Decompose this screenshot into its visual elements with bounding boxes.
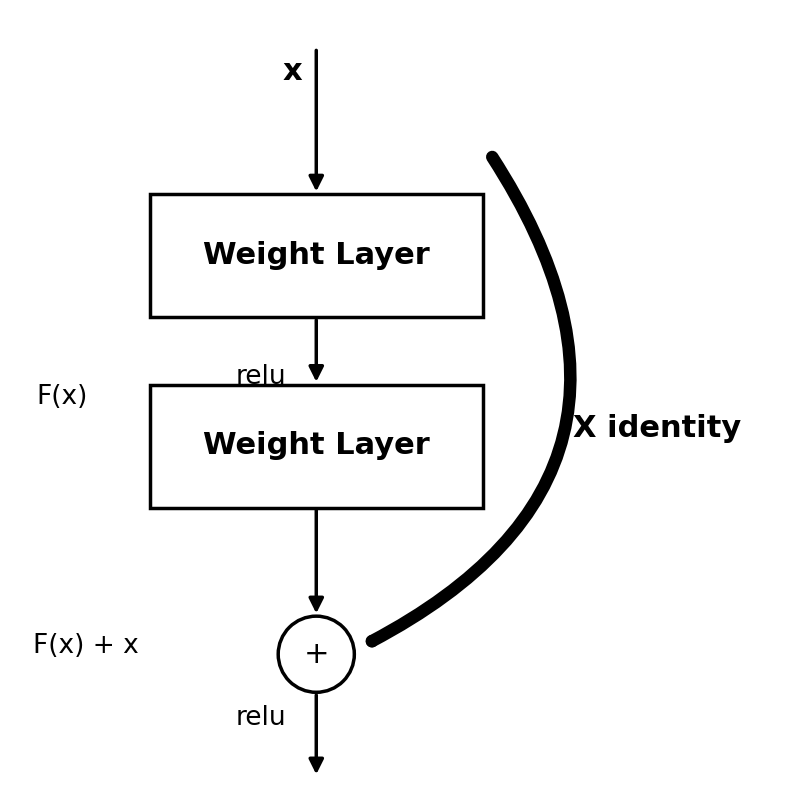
Text: X identity: X identity [573,414,742,442]
Text: Weight Layer: Weight Layer [203,431,429,460]
Text: F(x) + x: F(x) + x [33,634,139,659]
Text: x: x [282,57,303,86]
Text: relu: relu [236,705,286,730]
FancyArrowPatch shape [372,157,571,642]
Bar [150,385,483,508]
Bar [150,194,483,317]
Text: Weight Layer: Weight Layer [203,241,429,270]
Text: relu: relu [236,364,286,389]
Circle shape [278,616,354,692]
Text: +: + [303,640,329,668]
Text: F(x): F(x) [37,384,88,409]
